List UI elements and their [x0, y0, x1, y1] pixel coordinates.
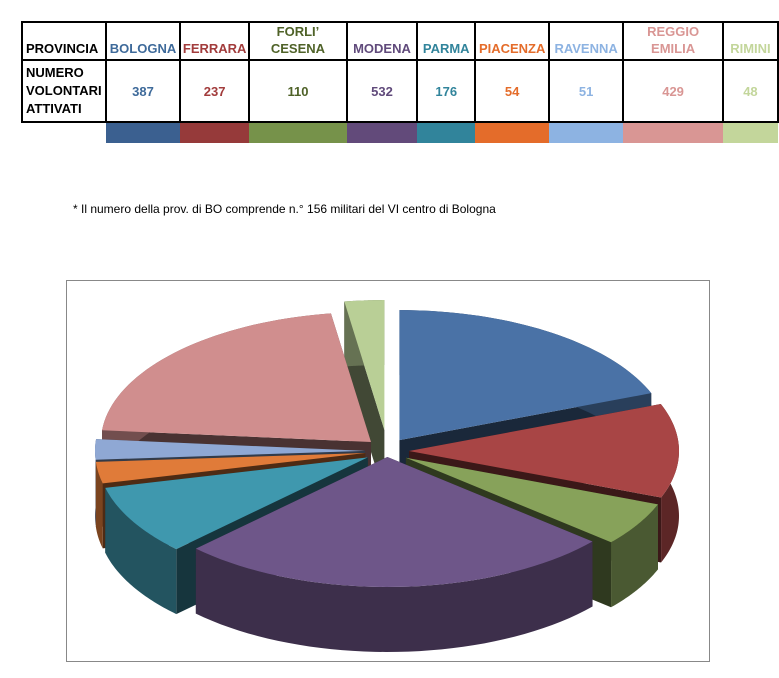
volunteer-count: 176 — [416, 59, 477, 123]
province-name: FERRARA — [179, 21, 251, 61]
color-swatch — [417, 122, 476, 143]
header-row: PROVINCIA BOLOGNA FERRARA FORLI’ CESENA MODE… — [21, 21, 779, 61]
volunteer-count: 387 — [104, 59, 182, 123]
province-name-line: FERRARA — [182, 41, 247, 56]
volunteer-count: 51 — [547, 59, 625, 123]
province-name: RIMINI — [721, 21, 779, 61]
province-name: RAVENNA — [547, 21, 625, 61]
province-name-line: CESENA — [270, 41, 326, 56]
volunteer-count: 48 — [721, 59, 779, 123]
province-name-line: BOLOGNA — [109, 41, 177, 56]
color-swatch — [346, 122, 418, 143]
province-name: PARMA — [416, 21, 477, 61]
pie-slice-modena — [195, 456, 593, 652]
footnote: * Il numero della prov. di BO comprende … — [73, 202, 496, 216]
volunteer-count: 532 — [345, 59, 419, 123]
province-name: PIACENZA — [474, 21, 550, 61]
volunteers-header-line: VOLONTARI — [26, 83, 102, 98]
province-name: FORLI’ CESENA — [248, 21, 348, 61]
color-swatch — [623, 122, 723, 143]
color-swatch — [722, 122, 778, 143]
province-name-line: MODENA — [353, 41, 411, 56]
color-swatch — [105, 122, 181, 143]
volunteer-count: 429 — [622, 59, 724, 123]
volunteer-count: 110 — [248, 59, 348, 123]
volunteers-header-line: NUMERO — [26, 65, 84, 80]
province-name-line: PIACENZA — [478, 41, 546, 56]
province-name-line: EMILIA — [651, 41, 696, 56]
volunteers-header-line: ATTIVATI — [26, 101, 82, 116]
pie-slice-rimini — [344, 300, 385, 496]
color-swatch — [548, 122, 624, 143]
province-name: REGGIO EMILIA — [622, 21, 724, 61]
pie-chart — [66, 280, 710, 662]
volunteers-header: NUMERO VOLONTARI ATTIVATI — [21, 59, 107, 123]
values-row: NUMERO VOLONTARI ATTIVATI 387 237 110 532 176 5… — [21, 59, 779, 123]
province-name: MODENA — [345, 21, 419, 61]
color-strip-row — [22, 121, 778, 143]
pie-chart-svg — [95, 300, 679, 652]
volunteer-count: 54 — [474, 59, 550, 123]
color-swatch — [249, 122, 347, 143]
color-swatch — [180, 122, 250, 143]
province-name-line: FORLI’ — [276, 24, 320, 39]
province-name-line: RIMINI — [730, 41, 771, 56]
province-name: BOLOGNA — [104, 21, 182, 61]
volunteer-count: 237 — [179, 59, 251, 123]
province-name-line: PARMA — [422, 41, 470, 56]
province-table: PROVINCIA BOLOGNA FERRARA FORLI’ CESENA MODE… — [21, 21, 779, 143]
provincia-header: PROVINCIA — [21, 21, 107, 61]
strip-spacer — [22, 121, 106, 143]
color-swatch — [475, 122, 549, 143]
province-name-line: REGGIO — [647, 24, 700, 39]
province-name-line: RAVENNA — [554, 41, 618, 56]
